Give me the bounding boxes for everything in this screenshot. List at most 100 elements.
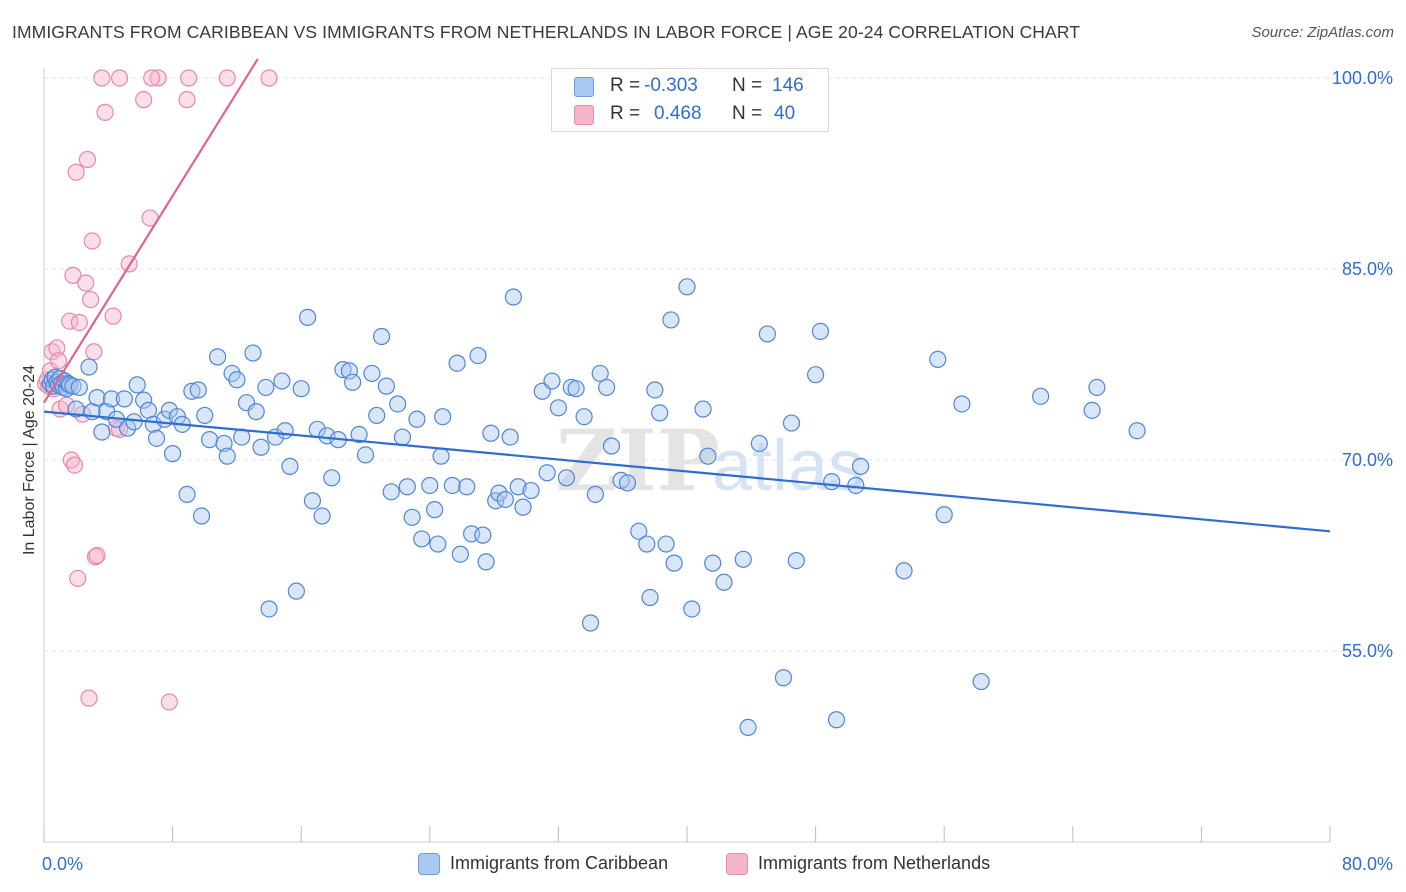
data-point: [935, 506, 953, 524]
data-point: [192, 507, 211, 525]
bottom-legend-swatch-pink: [726, 853, 748, 875]
data-point: [739, 718, 757, 737]
data-point: [115, 390, 133, 408]
data-point: [408, 410, 426, 428]
data-point: [758, 325, 776, 343]
data-point: [196, 406, 214, 425]
data-point: [62, 451, 80, 469]
data-point: [252, 438, 270, 456]
data-point: [413, 530, 431, 548]
data-point: [135, 391, 153, 409]
data-point: [683, 600, 701, 618]
data-point: [372, 327, 391, 346]
data-point: [64, 377, 82, 395]
data-point: [567, 380, 585, 398]
data-point: [344, 373, 362, 391]
data-point: [83, 232, 101, 250]
data-point: [299, 308, 317, 326]
data-point: [104, 307, 122, 325]
data-point: [750, 434, 768, 453]
watermark-zip: ZIP: [556, 411, 720, 510]
data-point: [128, 376, 146, 394]
x-tick-label-max: 80.0%: [1342, 854, 1393, 874]
data-point: [538, 464, 556, 482]
data-point: [69, 569, 87, 588]
bottom-legend-swatch-blue: [418, 853, 440, 875]
y-tick-label: 100.0%: [1332, 68, 1393, 88]
data-point: [522, 481, 540, 500]
bottom-legend-label: Immigrants from Netherlands: [758, 853, 991, 873]
data-point: [247, 403, 265, 421]
data-point: [48, 339, 66, 357]
data-point: [598, 378, 616, 397]
data-point: [787, 551, 805, 570]
data-point: [823, 473, 841, 491]
data-point: [665, 554, 683, 572]
data-point: [281, 457, 299, 475]
data-point: [972, 672, 990, 691]
data-point: [715, 573, 733, 591]
data-point: [110, 69, 129, 87]
data-point: [646, 381, 664, 399]
legend-n-value: 146: [772, 75, 804, 96]
data-point: [78, 150, 97, 169]
data-point: [543, 372, 561, 390]
data-point: [377, 377, 395, 395]
data-point: [257, 378, 275, 397]
data-point: [477, 553, 495, 571]
data-point: [895, 562, 913, 580]
data-point: [694, 400, 712, 418]
data-point: [451, 545, 469, 563]
legend-swatch-pink: [574, 105, 594, 125]
data-point: [389, 395, 407, 413]
data-point: [147, 429, 166, 447]
data-point: [641, 588, 659, 607]
data-point: [260, 69, 278, 87]
data-point: [82, 290, 100, 309]
legend-n-label: N =: [732, 103, 763, 124]
data-point: [490, 484, 508, 502]
data-point: [953, 395, 971, 413]
data-point: [774, 669, 793, 687]
data-point: [651, 404, 669, 422]
y-tick-label: 70.0%: [1342, 450, 1393, 470]
series-caribbean-points: [41, 278, 1146, 737]
data-point: [183, 382, 201, 400]
data-point: [287, 582, 305, 600]
legend-n-value: 40: [774, 103, 796, 124]
data-point: [363, 364, 381, 383]
data-point: [514, 498, 532, 516]
legend-r-label: R =: [610, 103, 641, 124]
data-point: [1088, 378, 1106, 397]
data-point: [218, 447, 236, 465]
data-point: [276, 422, 294, 440]
data-point: [273, 372, 291, 390]
data-point: [178, 485, 196, 503]
data-point: [1032, 387, 1050, 405]
data-point: [557, 469, 576, 487]
data-point: [474, 526, 492, 544]
correlation-legend: R = -0.303 N = 146 R = 0.468 N = 40: [551, 68, 829, 132]
trend-line-pink: [43, 58, 259, 404]
data-point: [228, 371, 246, 389]
x-tick-label-min: 0.0%: [42, 854, 83, 874]
data-point: [602, 437, 621, 455]
data-point: [149, 69, 167, 87]
data-point: [549, 399, 568, 417]
data-point: [303, 492, 322, 510]
data-point: [827, 711, 846, 729]
data-point: [421, 476, 439, 495]
data-point: [102, 390, 121, 408]
data-point: [350, 425, 368, 444]
legend-r-label: R =: [610, 75, 641, 96]
data-point: [356, 446, 375, 464]
data-point: [85, 343, 103, 361]
data-point: [88, 389, 106, 407]
data-point: [586, 485, 604, 503]
data-point: [852, 457, 870, 475]
trend-lines: [43, 58, 1331, 533]
data-point: [164, 445, 182, 463]
data-point: [96, 103, 114, 121]
data-point: [618, 474, 637, 492]
